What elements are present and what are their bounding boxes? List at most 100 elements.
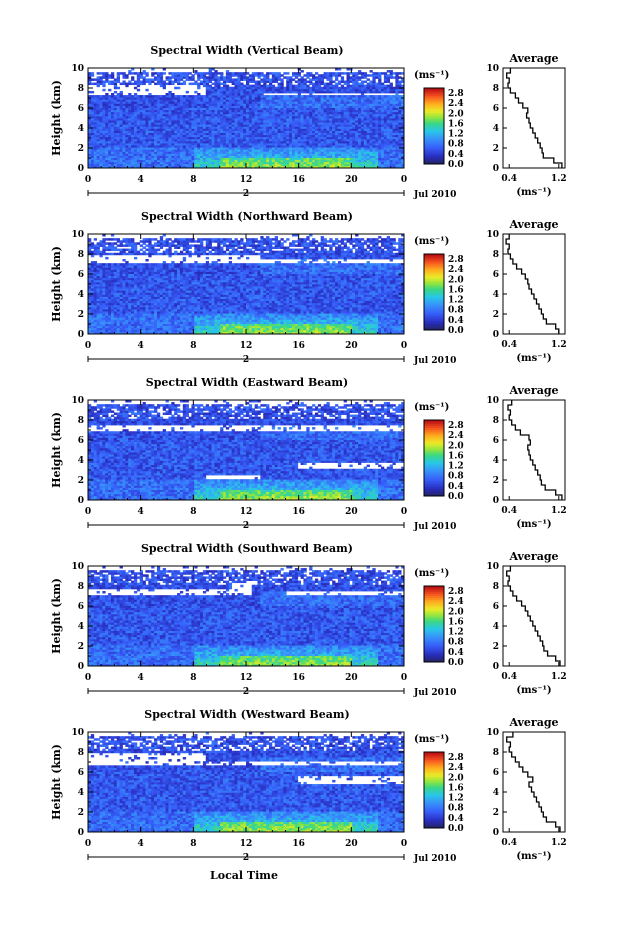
heatmap-cell [142,76,146,79]
heatmap-cell [291,95,296,98]
heatmap-cell [105,111,109,115]
heatmap-cell [105,165,109,169]
heatmap-cell [171,157,175,161]
heatmap-cell [151,115,155,119]
heatmap-cell [133,95,138,98]
heatmap-cell [102,157,106,161]
heatmap-cell [168,97,172,100]
heatmap-cell [96,140,100,144]
heatmap-cell [119,124,123,127]
heatmap-cell [335,82,339,86]
heatmap-cell [99,95,103,98]
heatmap-cell [154,111,158,115]
heatmap-cell [128,155,132,158]
heatmap-cell [128,105,132,108]
heatmap-cell [96,113,100,117]
heatmap-cell [381,95,385,98]
heatmap-cell [168,107,172,111]
heatmap-cell [151,157,155,161]
heatmap-cell [113,134,118,138]
heatmap-cell [90,115,95,119]
heatmap-cell [108,95,112,98]
heatmap-cell [88,159,92,163]
heatmap-cell [148,149,152,152]
heatmap-cell [93,244,98,247]
heatmap-cell [90,159,95,163]
heatmap-cell [145,97,149,100]
heatmap-cell [156,113,161,117]
heatmap-cell [99,120,103,123]
heatmap-cell [110,122,115,125]
heatmap-cell [110,82,115,86]
heatmap-cell [136,107,141,111]
heatmap-cell [133,105,138,108]
heatmap-cell [179,95,184,98]
heatmap-cell [145,132,149,136]
y-tick-label: 8 [78,84,84,94]
heatmap-cell [145,115,149,119]
heatmap-cell [139,151,143,154]
heatmap-cell [96,161,100,165]
heatmap-cell [113,111,118,115]
heatmap-cell [139,111,143,115]
heatmap-cell [148,159,152,163]
heatmap-cell [142,103,146,106]
heatmap-cell [131,149,135,152]
heatmap-cell [151,161,155,165]
heatmap-cell [133,134,138,138]
heatmap-cell [93,78,98,81]
heatmap-cell [148,165,152,169]
heatmap-cell [128,140,132,144]
heatmap-cell [116,126,120,129]
heatmap-cell [145,99,149,102]
heatmap-cell [358,95,362,98]
heatmap-cell [142,132,146,136]
heatmap-cell [355,72,359,75]
heatmap-cell [128,126,132,129]
heatmap-cell [90,122,95,125]
heatmap-cell [113,107,118,111]
heatmap-cell [108,140,112,144]
heatmap-cell [110,118,115,121]
colorbar-tick-label: 2.8 [448,89,464,99]
heatmap-cell [93,124,98,127]
heatmap-cell [122,99,126,102]
heatmap-cell [294,95,299,98]
heatmap-cell [145,80,149,83]
heatmap-cell [110,120,115,123]
heatmap-cell [211,82,215,86]
heatmap-cell [148,95,152,98]
heatmap-cell [102,122,106,125]
heatmap-cell [159,105,164,108]
heatmap-cell [154,136,158,140]
heatmap-cell [105,130,109,133]
heatmap-cell [156,101,161,104]
heatmap-cell [88,90,92,94]
heatmap-cell [194,90,198,94]
heatmap-cell [139,97,143,100]
heatmap-cell [165,126,169,129]
heatmap-cell [88,120,92,123]
heatmap-cell [125,140,129,144]
heatmap-cell [171,151,175,154]
heatmap-cell [128,143,132,146]
heatmap-cell [90,151,95,154]
heatmap-cell [131,76,135,79]
heatmap-cell [88,78,92,81]
heatmap-cell [142,151,146,154]
heatmap-cell [90,118,95,121]
heatmap-cell [116,115,120,119]
heatmap-cell [105,113,109,117]
heatmap-cell [159,84,164,88]
heatmap-cell [162,157,166,161]
heatmap-cell [108,76,112,79]
heatmap-cell [145,105,149,108]
heatmap-cell [139,155,143,158]
heatmap-cell [156,132,161,136]
heatmap-cell [168,130,172,133]
heatmap-cell [119,153,123,156]
x-tick-label: 4 [138,175,144,185]
heatmap-cell [191,82,195,86]
heatmap-cell [88,82,92,86]
heatmap-cell [90,143,95,146]
